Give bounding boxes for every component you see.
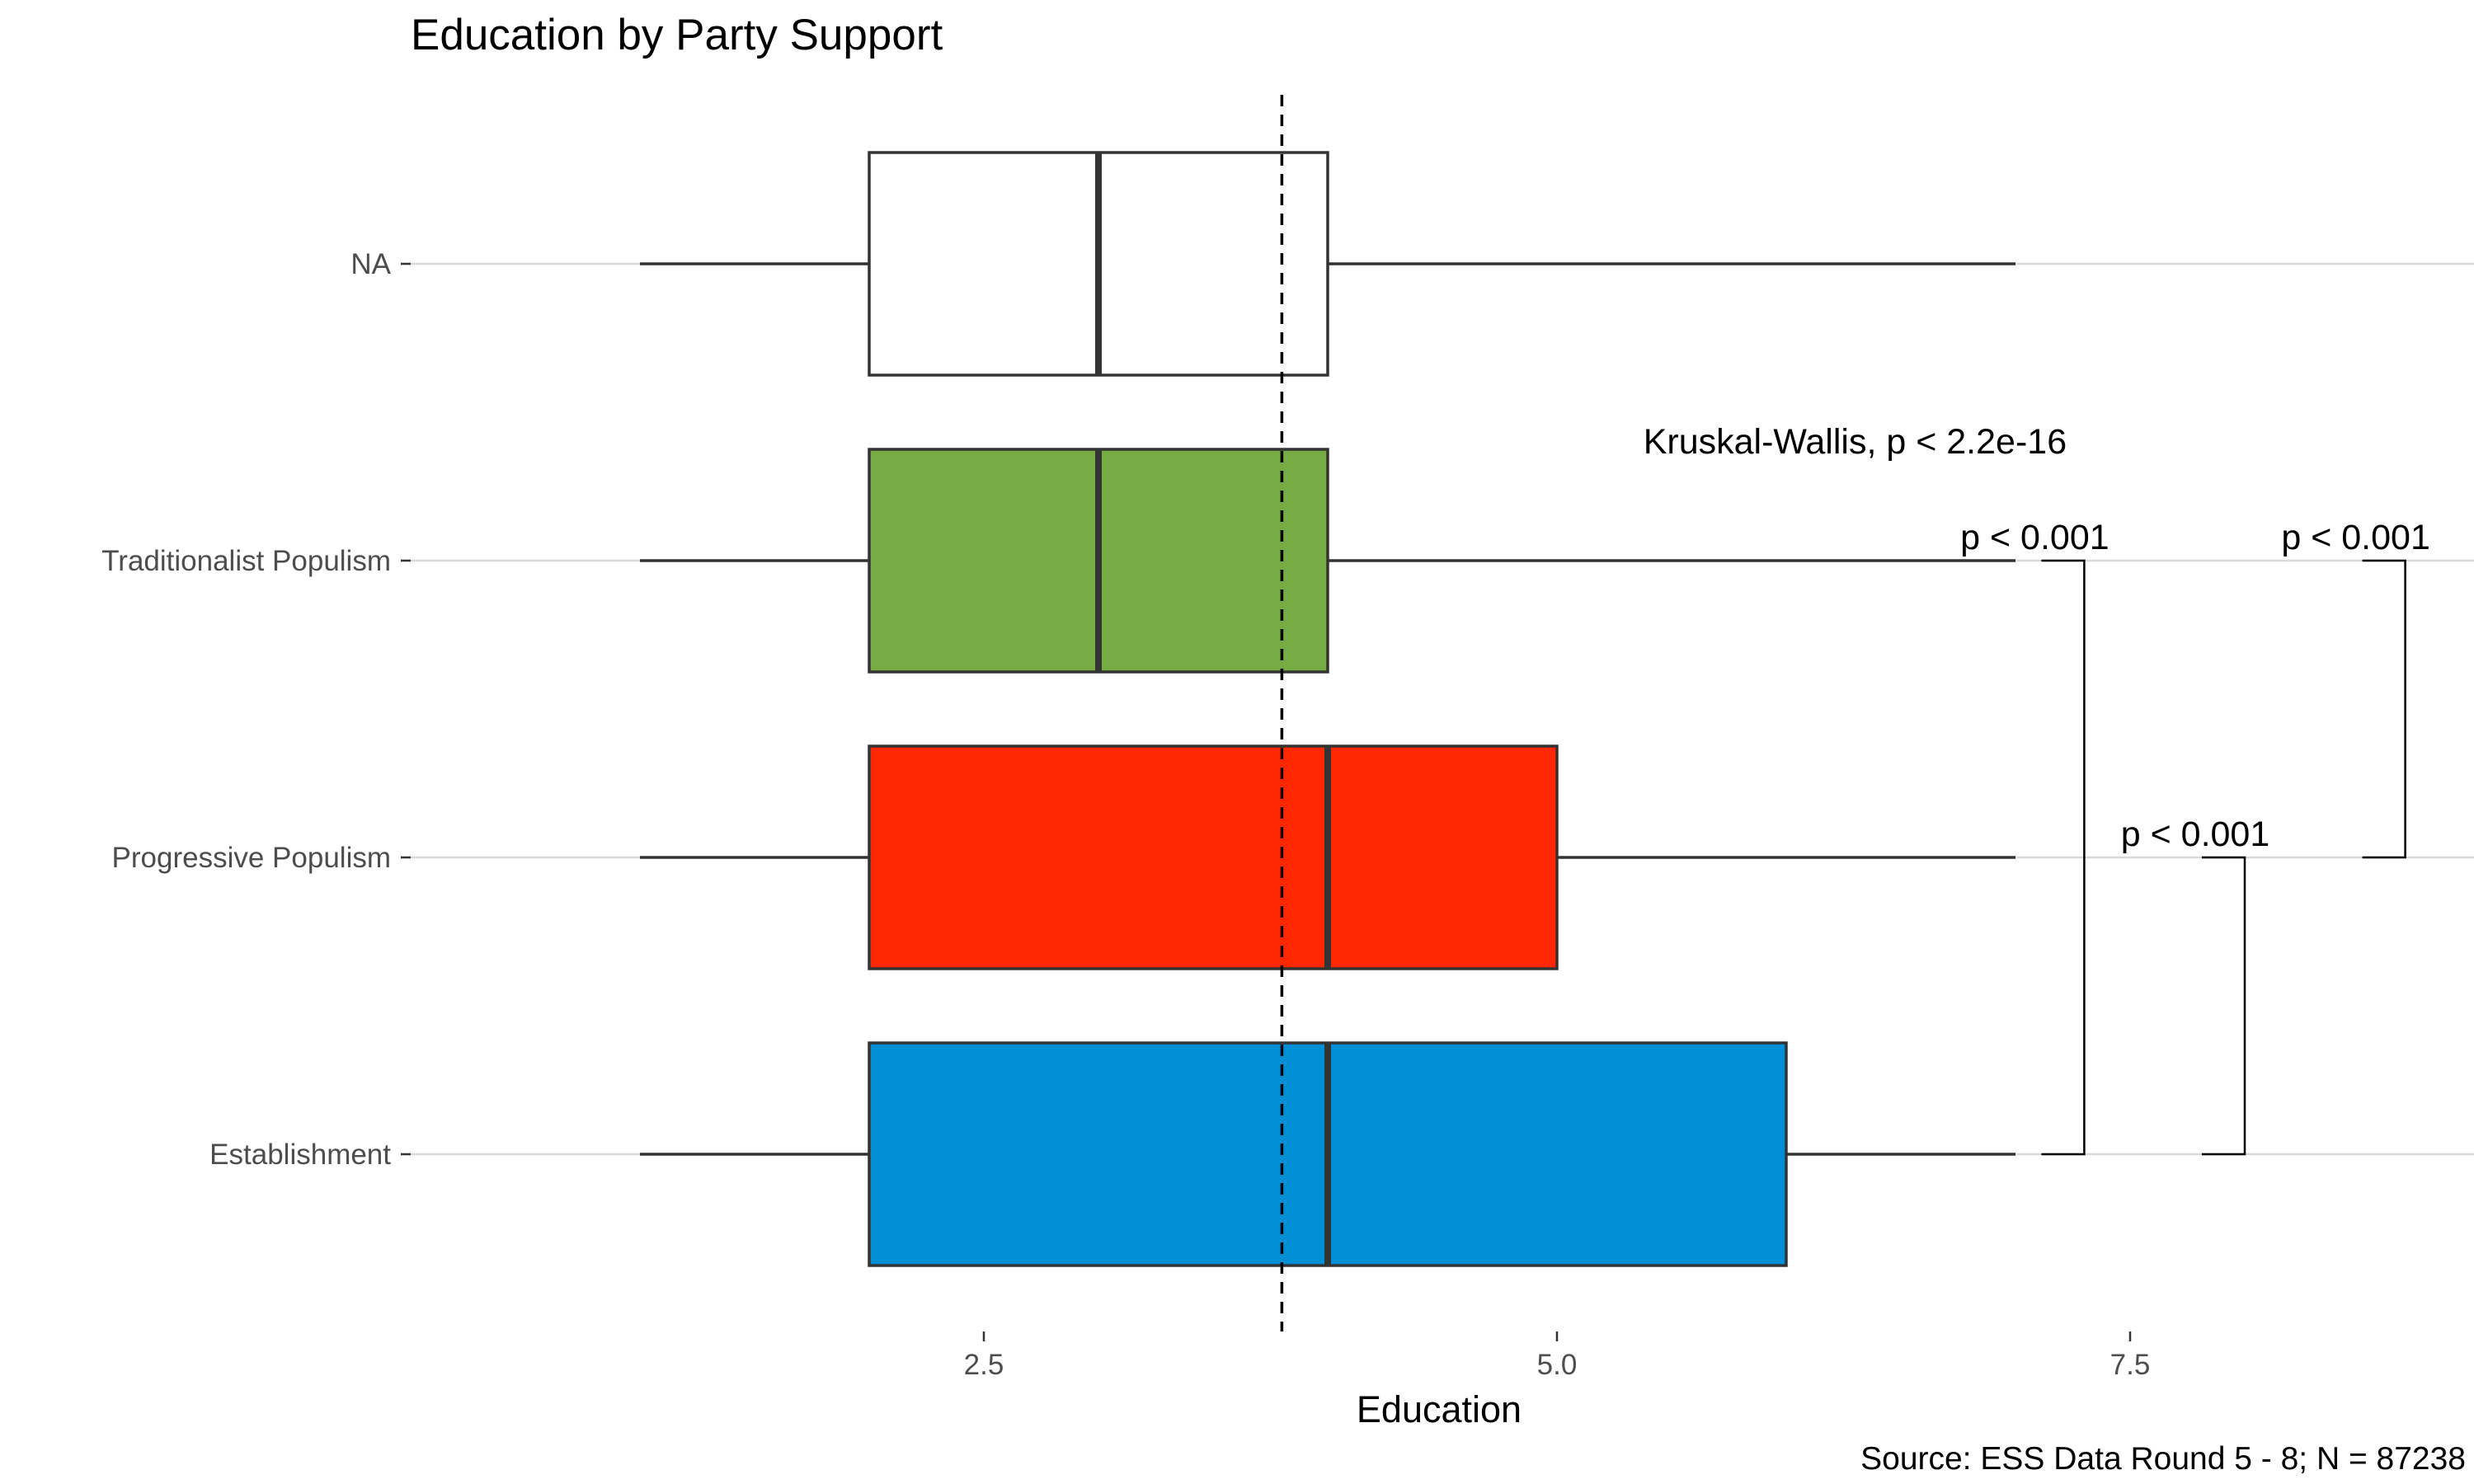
boxes <box>868 151 1788 1267</box>
y-tick-label-na: NA <box>350 248 391 280</box>
x-axis: 2.5 5.0 7.5 <box>964 1331 2151 1381</box>
y-tick-label-establishment: Establishment <box>209 1139 391 1171</box>
comparison-bracket-2 <box>2202 856 2246 1156</box>
x-tick-label-2-5: 2.5 <box>964 1349 1004 1381</box>
kruskal-wallis-annotation: Kruskal-Wallis, p < 2.2e-16 <box>1644 422 2067 462</box>
comparison-brackets: p < 0.001 p < 0.001 p < 0.001 <box>1960 518 2430 1156</box>
x-tick-label-7-5: 7.5 <box>2110 1349 2151 1381</box>
chart-title: Education by Party Support <box>411 11 943 59</box>
comparison-label-1: p < 0.001 <box>1960 518 2109 557</box>
y-tick-label-progressive-populism: Progressive Populism <box>112 842 391 874</box>
comparison-label-2: p < 0.001 <box>2121 815 2270 854</box>
gridlines <box>411 262 2474 1156</box>
y-tick-label-traditionalist-populism: Traditionalist Populism <box>101 545 391 577</box>
x-axis-title: Education <box>1357 1388 1522 1430</box>
whiskers <box>640 262 2015 1156</box>
comparison-bracket-1 <box>2041 559 2086 1156</box>
y-axis: Establishment Progressive Populism Traditi… <box>101 248 411 1171</box>
source-caption: Source: ESS Data Round 5 - 8; N = 87238 <box>1860 1441 2466 1477</box>
box-progressive-populism <box>868 744 1559 970</box>
comparison-label-3: p < 0.001 <box>2281 518 2430 557</box>
x-tick-label-5-0: 5.0 <box>1537 1349 1578 1381</box>
comparison-bracket-3 <box>2362 559 2406 859</box>
